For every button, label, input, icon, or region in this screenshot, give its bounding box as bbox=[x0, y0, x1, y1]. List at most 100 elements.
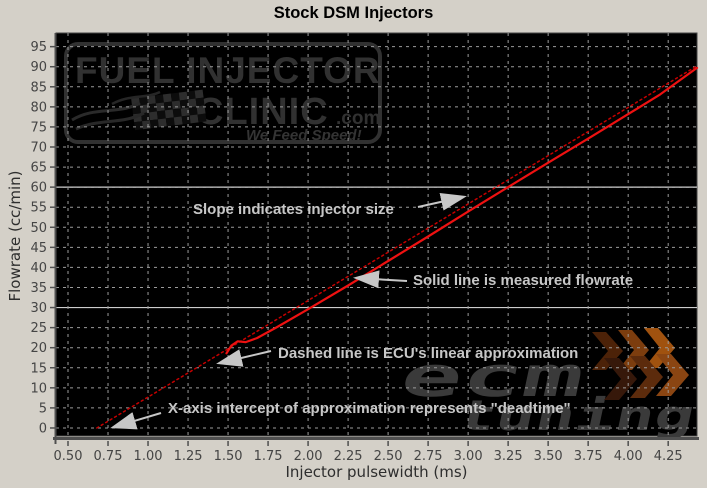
fuel-injector-clinic-logo: FUEL INJECTOR CLINIC .com We Feed Speed! bbox=[64, 42, 382, 144]
flame-swoosh-icon bbox=[111, 90, 161, 106]
deadtime-arrow-icon bbox=[110, 412, 162, 430]
fic-logo-border bbox=[64, 42, 382, 144]
x-axis-title: Injector pulsewidth (ms) bbox=[285, 463, 468, 481]
y-tick-label: 85 bbox=[30, 80, 47, 95]
y-tick-label: 90 bbox=[30, 60, 47, 75]
flag-square bbox=[162, 93, 172, 103]
fic-logo-line2: CLINIC bbox=[196, 91, 329, 133]
flag-square bbox=[154, 94, 164, 104]
x-tick-label: 4.00 bbox=[614, 449, 643, 464]
flag-square bbox=[171, 100, 181, 110]
chart-layer: 0 5 10 15 20 25 30 35 40 45 50 55 60 65 70 75 80 85 90 95 0.… bbox=[30, 33, 699, 464]
y-tick-label: 70 bbox=[30, 140, 47, 155]
y-tick-label: 0 bbox=[39, 421, 47, 436]
fic-logo-tagline: We Feed Speed! bbox=[246, 127, 362, 144]
flag-square bbox=[139, 96, 148, 106]
ecm-chevron-icon bbox=[604, 358, 637, 400]
flag-square bbox=[197, 113, 207, 123]
annotation-dashed-line: Dashed line is ECU's linear approximatio… bbox=[278, 345, 579, 362]
y-tick-label: 40 bbox=[30, 261, 47, 276]
flag-square bbox=[164, 109, 174, 119]
series-measured-flowrate bbox=[225, 66, 699, 355]
x-tick-label: 2.00 bbox=[294, 449, 323, 464]
y-tick-label: 35 bbox=[30, 281, 47, 296]
y-tick-label: 65 bbox=[30, 161, 47, 176]
series-ecu-approximation bbox=[96, 65, 698, 429]
flag-square bbox=[194, 89, 204, 99]
y-tick-label: 60 bbox=[30, 181, 47, 196]
flag-square bbox=[188, 106, 198, 116]
ecm-chevron-icon bbox=[592, 332, 623, 370]
solid-line-arrow-icon bbox=[353, 270, 408, 289]
y-tick-label: 20 bbox=[30, 341, 47, 356]
x-tick-label: 1.00 bbox=[134, 449, 163, 464]
flag-square bbox=[196, 105, 206, 115]
y-tick-label: 45 bbox=[30, 241, 47, 256]
x-tick-label: 2.50 bbox=[374, 449, 403, 464]
y-tick-label: 75 bbox=[30, 120, 47, 135]
flag-square bbox=[132, 105, 142, 115]
annotation-solid-line: Solid line is measured flowrate bbox=[413, 272, 634, 289]
flag-square bbox=[147, 95, 156, 105]
flag-square bbox=[179, 99, 189, 109]
slope-arrow-icon bbox=[417, 192, 467, 211]
flag-square bbox=[181, 115, 191, 125]
x-tick-label: 0.50 bbox=[54, 449, 83, 464]
annotation-deadtime: X-axis intercept of approximation repres… bbox=[168, 400, 571, 417]
flag-square bbox=[180, 107, 190, 117]
flag-square bbox=[186, 90, 196, 100]
x-tick-label: 3.00 bbox=[454, 449, 483, 464]
checkered-flag-icon bbox=[131, 89, 207, 131]
ecm-tuning-logo: ecm tuning bbox=[395, 328, 700, 441]
flame-swoosh-icon bbox=[75, 111, 145, 131]
x-tick-label: 3.50 bbox=[534, 449, 563, 464]
y-tick-label: 10 bbox=[30, 381, 47, 396]
annotation-slope: Slope indicates injector size bbox=[193, 201, 394, 218]
flag-square bbox=[141, 120, 151, 130]
flag-square bbox=[155, 102, 165, 112]
fic-logo-line1: FUEL INJECTOR bbox=[75, 50, 381, 91]
flag-square bbox=[165, 117, 175, 127]
y-tick-label: 80 bbox=[30, 100, 47, 115]
fic-logo-com: .com bbox=[336, 108, 380, 129]
ecm-logo-line2: tuning bbox=[451, 392, 699, 440]
y-tick-label: 50 bbox=[30, 221, 47, 236]
flag-square bbox=[149, 119, 159, 129]
watermarks: FUEL INJECTOR CLINIC .com We Feed Speed!… bbox=[64, 42, 700, 441]
flag-square bbox=[134, 121, 143, 131]
flag-square bbox=[147, 103, 157, 113]
flag-square bbox=[157, 118, 167, 128]
x-tick-label: 4.25 bbox=[654, 449, 683, 464]
flag-square bbox=[173, 116, 183, 126]
ecm-chevron-icon bbox=[618, 330, 649, 370]
y-tick-label: 25 bbox=[30, 321, 47, 336]
flag-square bbox=[148, 111, 158, 121]
x-tick-label: 2.25 bbox=[334, 449, 363, 464]
flag-square bbox=[156, 110, 166, 120]
flag-square bbox=[187, 98, 197, 108]
x-tick-label: 1.25 bbox=[174, 449, 203, 464]
ecm-logo-line1: ecm bbox=[395, 345, 591, 410]
ecm-chevron-icon bbox=[630, 356, 663, 398]
flag-square bbox=[170, 92, 180, 102]
annotation-arrows bbox=[110, 192, 467, 430]
x-tick-label: 3.75 bbox=[574, 449, 603, 464]
x-tick-label: 3.25 bbox=[494, 449, 523, 464]
y-tick-label: 55 bbox=[30, 201, 47, 216]
x-tick-label: 1.50 bbox=[214, 449, 243, 464]
flag-square bbox=[163, 101, 173, 111]
y-tick-label: 5 bbox=[39, 401, 47, 416]
x-tick-label: 2.75 bbox=[414, 449, 443, 464]
flag-square bbox=[195, 97, 205, 107]
y-tick-label: 30 bbox=[30, 301, 47, 316]
x-tick-label: 0.75 bbox=[94, 449, 123, 464]
ecm-chevron-icon bbox=[644, 328, 675, 368]
flag-square bbox=[172, 108, 182, 118]
flame-swoosh-icon bbox=[71, 101, 141, 122]
dashed-line-arrow-icon bbox=[216, 349, 272, 367]
y-tick-label: 15 bbox=[30, 361, 47, 376]
flag-square bbox=[189, 114, 199, 124]
flag-square bbox=[178, 91, 188, 101]
